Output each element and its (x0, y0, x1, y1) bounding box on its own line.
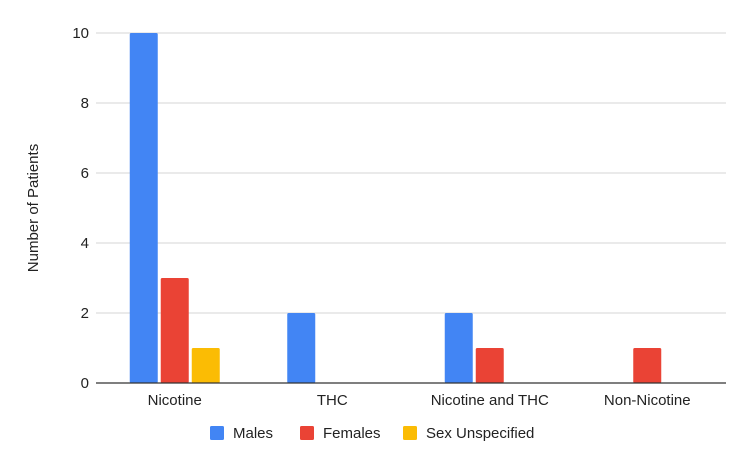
bar-females (633, 348, 662, 383)
y-axis-label: Number of Patients (25, 144, 42, 272)
y-tick-label: 2 (81, 305, 89, 322)
legend-label: Males (233, 425, 273, 442)
gridlines (96, 32, 726, 314)
bar-sex-unspecified (191, 348, 220, 383)
bar-females (160, 278, 189, 383)
x-category-label: THC (317, 392, 348, 409)
bar-males (444, 313, 473, 383)
x-category-label: Nicotine and THC (431, 392, 549, 409)
bars (129, 33, 662, 383)
legend: Males Females Sex Unspecified (210, 425, 534, 442)
x-category-label: Non-Nicotine (604, 392, 691, 409)
x-axis-category-labels: Nicotine THC Nicotine and THC Non-Nicotine (148, 392, 691, 409)
y-tick-label: 4 (81, 235, 89, 252)
y-tick-label: 0 (81, 375, 89, 392)
legend-swatch-sex-unspecified (403, 426, 417, 440)
legend-swatch-males (210, 426, 224, 440)
legend-label: Sex Unspecified (426, 425, 534, 442)
legend-swatch-females (300, 426, 314, 440)
bar-males (129, 33, 158, 383)
y-tick-label: 6 (81, 165, 89, 182)
y-axis-tick-labels: 0 2 4 6 8 10 (72, 25, 89, 392)
y-tick-label: 10 (72, 25, 89, 42)
bar-males (287, 313, 316, 383)
y-tick-label: 8 (81, 95, 89, 112)
legend-label: Females (323, 425, 381, 442)
bar-females (475, 348, 504, 383)
x-category-label: Nicotine (148, 392, 202, 409)
